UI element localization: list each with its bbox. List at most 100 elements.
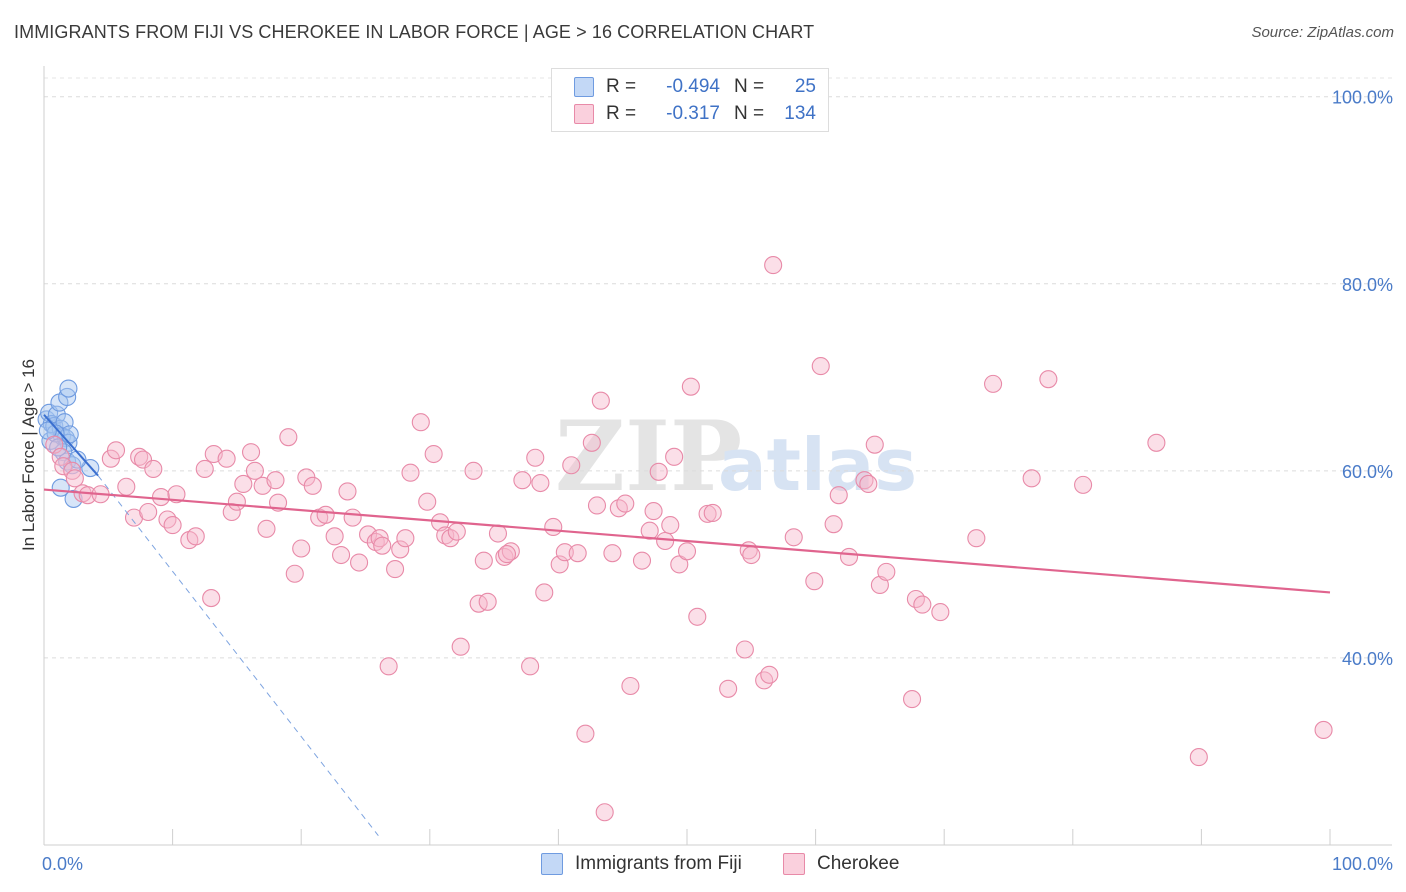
legend-row-fiji: R = -0.494 N = 25 xyxy=(574,74,816,100)
legend-n-value: 25 xyxy=(794,76,816,97)
cherokee-point xyxy=(640,521,659,540)
cherokee-point xyxy=(139,502,158,522)
cherokee-point xyxy=(870,575,889,595)
cherokee-point xyxy=(418,492,437,511)
cherokee-point xyxy=(464,461,483,480)
cherokee-point xyxy=(865,435,884,454)
cherokee-point xyxy=(735,640,754,659)
y-tick-label: 100.0% xyxy=(1332,88,1393,108)
axes xyxy=(43,66,1392,846)
series-legend-fiji: Immigrants from Fiji xyxy=(541,852,742,876)
y-tick-label: 40.0% xyxy=(1342,649,1393,669)
cherokee-point xyxy=(266,471,285,490)
cherokee-point xyxy=(665,447,684,466)
cherokee-point xyxy=(603,544,622,563)
cherokee-point xyxy=(521,657,540,676)
cherokee-point xyxy=(811,357,830,376)
cherokee-point xyxy=(616,494,635,513)
cherokee-point xyxy=(677,542,697,561)
cherokee-point xyxy=(316,505,335,524)
cherokee-points xyxy=(45,256,1333,822)
cherokee-point xyxy=(513,471,532,490)
watermark-zip: ZIP xyxy=(555,400,742,513)
legend-n-value: 134 xyxy=(784,103,816,124)
cherokee-point xyxy=(497,545,517,564)
series-swatch-fiji xyxy=(541,853,563,875)
x-tick-label-min: 0.0% xyxy=(42,854,83,874)
cherokee-point xyxy=(681,377,700,396)
cherokee-point xyxy=(158,510,177,529)
cherokee-point xyxy=(632,551,652,570)
cherokee-point xyxy=(436,526,455,545)
cherokee-point xyxy=(101,449,120,468)
cherokee-point xyxy=(257,519,276,538)
cherokee-trend-line xyxy=(43,488,1331,594)
cherokee-point xyxy=(967,529,986,548)
legend-n-label: N = xyxy=(734,76,765,97)
cherokee-point xyxy=(396,529,415,548)
cherokee-point xyxy=(902,690,922,709)
watermark: ZIP atlas xyxy=(555,400,917,513)
series-legend-cherokee: Cherokee xyxy=(783,852,899,876)
cherokee-point xyxy=(227,492,246,511)
cherokee-point xyxy=(760,665,779,684)
cherokee-point xyxy=(931,603,950,622)
cherokee-point xyxy=(379,657,398,676)
legend-r-label: R = xyxy=(606,76,637,97)
trend-lines xyxy=(43,414,1331,836)
cherokee-point xyxy=(755,671,774,690)
cherokee-point xyxy=(582,433,601,452)
series-swatch-cherokee xyxy=(783,853,805,875)
fiji-point xyxy=(59,379,78,398)
cherokee-point xyxy=(535,583,554,602)
legend-r-label: R = xyxy=(606,103,637,124)
cherokee-point xyxy=(913,595,932,614)
cherokee-point xyxy=(338,482,357,501)
cherokee-point xyxy=(555,543,574,562)
legend-row-cherokee: R = -0.317 N = 134 xyxy=(574,101,816,127)
cherokee-point xyxy=(65,469,84,488)
cherokee-point xyxy=(292,539,311,558)
legend-swatch-cherokee xyxy=(574,104,594,124)
cherokee-point xyxy=(451,637,470,656)
cherokee-point xyxy=(78,486,97,505)
cherokee-point xyxy=(217,449,236,468)
cherokee-point xyxy=(391,540,410,559)
cherokee-point xyxy=(859,474,878,493)
cherokee-point xyxy=(144,459,163,479)
cherokee-point xyxy=(488,524,508,543)
cherokee-point xyxy=(63,461,82,480)
cherokee-point xyxy=(1074,475,1093,494)
cherokee-point xyxy=(386,560,405,579)
cherokee-point xyxy=(202,589,221,608)
cherokee-point xyxy=(133,450,153,469)
cherokee-point xyxy=(621,676,640,696)
cherokee-point xyxy=(117,477,136,496)
cherokee-point xyxy=(1189,748,1208,767)
cherokee-point xyxy=(544,517,563,537)
cherokee-point xyxy=(401,463,420,482)
cherokee-point xyxy=(698,504,717,523)
fiji-trend-line xyxy=(43,414,99,477)
cherokee-point xyxy=(719,679,738,698)
cherokee-point xyxy=(234,474,253,493)
correlation-legend: R = -0.494 N = 25 R = -0.317 N = 134 xyxy=(551,68,829,132)
cherokee-point xyxy=(163,516,182,535)
chart-title: IMMIGRANTS FROM FIJI VS CHEROKEE IN LABO… xyxy=(14,22,815,42)
cherokee-point xyxy=(562,456,581,475)
grid-lines xyxy=(44,77,1392,659)
cherokee-point xyxy=(167,485,186,504)
legend-r-value: -0.494 xyxy=(666,76,720,97)
cherokee-point xyxy=(469,594,488,613)
cherokee-point xyxy=(703,503,722,522)
y-axis-label: In Labor Force | Age > 16 xyxy=(19,359,38,551)
cherokee-point xyxy=(359,525,378,544)
cherokee-point xyxy=(984,374,1003,393)
cherokee-point xyxy=(644,502,663,521)
cherokee-point xyxy=(279,428,298,447)
cherokee-point xyxy=(824,515,843,534)
y-tick-label: 80.0% xyxy=(1342,275,1393,295)
cherokee-point xyxy=(688,607,707,626)
cherokee-point xyxy=(285,564,304,583)
